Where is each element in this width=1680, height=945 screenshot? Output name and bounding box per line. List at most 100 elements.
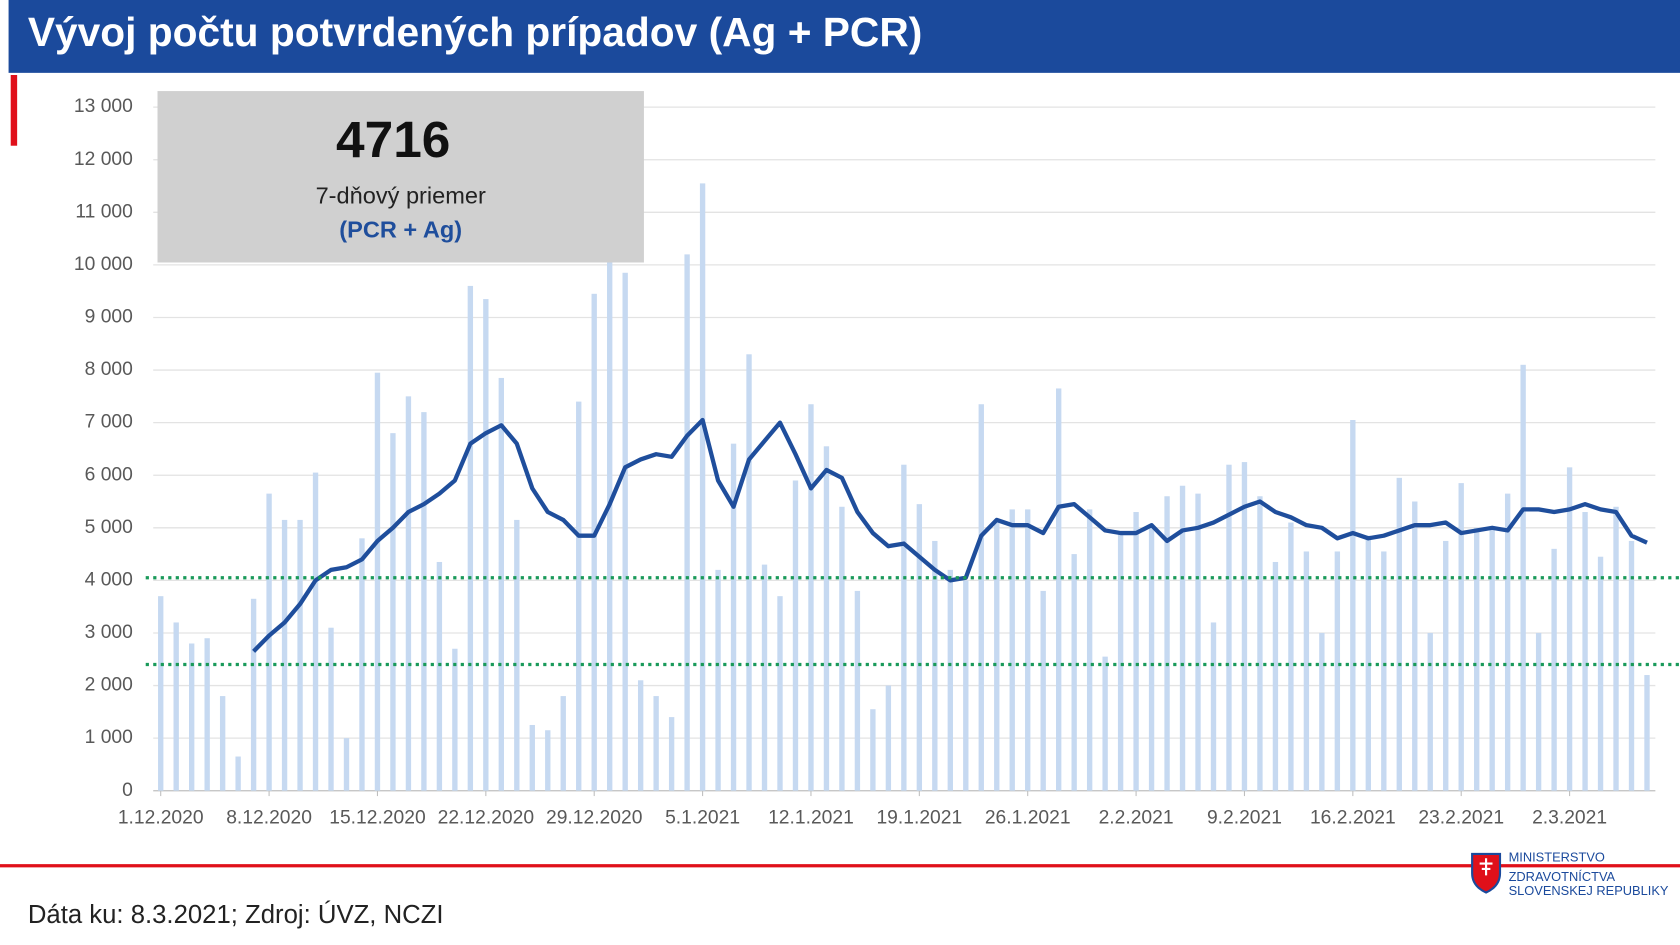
bar <box>1148 527 1155 791</box>
bar <box>1117 533 1124 791</box>
bar <box>421 412 427 791</box>
bar <box>452 648 458 791</box>
accent-mark <box>10 75 18 146</box>
bar <box>514 519 520 791</box>
bar <box>947 569 953 791</box>
title-band <box>8 0 1680 73</box>
bar <box>560 696 566 791</box>
bar <box>1071 554 1077 791</box>
bar <box>978 404 984 791</box>
bar <box>1535 632 1542 791</box>
bar <box>1226 464 1232 791</box>
y-tick-label: 2 000 <box>85 675 133 696</box>
bar <box>1025 509 1031 791</box>
bar <box>1613 506 1619 791</box>
bar <box>1504 493 1511 791</box>
bar <box>1458 483 1464 791</box>
x-tick-label: 12.1.2021 <box>768 808 854 829</box>
x-tick-label: 19.1.2021 <box>876 808 962 829</box>
bar <box>250 598 257 791</box>
source: Dáta ku: 8.3.2021; Zdroj: ÚVZ, NCZI <box>28 900 444 929</box>
info-value: 4716 <box>336 110 450 168</box>
bar <box>1210 622 1217 791</box>
bar <box>1474 527 1480 791</box>
x-tick-label: 2.2.2021 <box>1099 808 1174 829</box>
x-tick-label: 16.2.2021 <box>1310 808 1396 829</box>
bar <box>885 685 892 791</box>
bar <box>158 596 164 791</box>
bar <box>467 285 474 791</box>
y-tick-label: 9 000 <box>85 307 133 328</box>
y-tick-label: 3 000 <box>85 622 133 643</box>
bar <box>173 622 179 791</box>
bar <box>854 590 861 791</box>
info-sublabel: (PCR + Ag) <box>339 217 462 243</box>
bar <box>390 433 396 791</box>
bar <box>1350 420 1356 791</box>
bar <box>266 493 272 791</box>
bar <box>1133 512 1139 791</box>
bar <box>1396 477 1402 791</box>
bar <box>963 580 969 791</box>
bar <box>1427 632 1433 791</box>
bar <box>1272 561 1279 791</box>
bar <box>1520 364 1526 791</box>
bar <box>1288 522 1294 791</box>
bar <box>777 596 783 791</box>
bar <box>405 396 412 791</box>
bar <box>1597 556 1604 791</box>
bar <box>1412 501 1418 791</box>
y-tick-label: 4 000 <box>85 569 133 590</box>
bar <box>1644 675 1650 791</box>
bar <box>235 756 241 791</box>
y-tick-label: 0 <box>122 780 133 801</box>
bar <box>343 738 350 791</box>
bar <box>746 354 752 791</box>
bar <box>498 377 504 791</box>
x-tick-label: 1.12.2020 <box>118 808 204 829</box>
bar <box>1319 632 1325 791</box>
bar <box>668 717 675 791</box>
bar <box>576 401 582 791</box>
bar <box>715 569 721 791</box>
bar <box>1056 388 1062 791</box>
bar <box>622 272 628 791</box>
bar <box>839 506 845 791</box>
bar <box>1566 467 1573 791</box>
bar <box>870 709 876 791</box>
bar <box>545 730 551 791</box>
bar <box>483 299 489 791</box>
y-tick-label: 12 000 <box>74 149 133 170</box>
y-tick-label: 8 000 <box>85 359 133 380</box>
bar <box>1489 527 1495 791</box>
chart-title: Vývoj počtu potvrdených prípadov (Ag + P… <box>28 9 922 55</box>
bar <box>359 538 365 791</box>
x-tick-label: 15.12.2020 <box>329 808 425 829</box>
x-tick-label: 23.2.2021 <box>1418 808 1504 829</box>
bar <box>684 254 690 791</box>
bar <box>1582 512 1588 791</box>
average-line <box>252 417 1648 653</box>
y-tick-label: 11 000 <box>75 201 133 222</box>
bar <box>312 472 319 791</box>
bar <box>637 680 644 791</box>
bar <box>297 519 303 791</box>
y-tick-label: 1 000 <box>85 727 133 748</box>
x-tick-label: 2.3.2021 <box>1532 808 1607 829</box>
bar <box>1195 493 1201 791</box>
y-tick-label: 7 000 <box>85 412 133 433</box>
x-tick-label: 26.1.2021 <box>985 808 1071 829</box>
logo: MINISTERSTVO ZDRAVOTNÍCTVA SLOVENSKEJ RE… <box>1471 850 1669 898</box>
info-label: 7-dňový priemer <box>316 182 486 208</box>
bar <box>653 696 659 791</box>
bar <box>219 696 226 791</box>
y-tick-label: 13 000 <box>74 96 133 117</box>
bar <box>1303 551 1310 791</box>
bar <box>607 262 613 791</box>
bar <box>436 561 443 791</box>
bar <box>1086 509 1093 791</box>
bar <box>761 564 768 791</box>
bar <box>1257 496 1263 791</box>
